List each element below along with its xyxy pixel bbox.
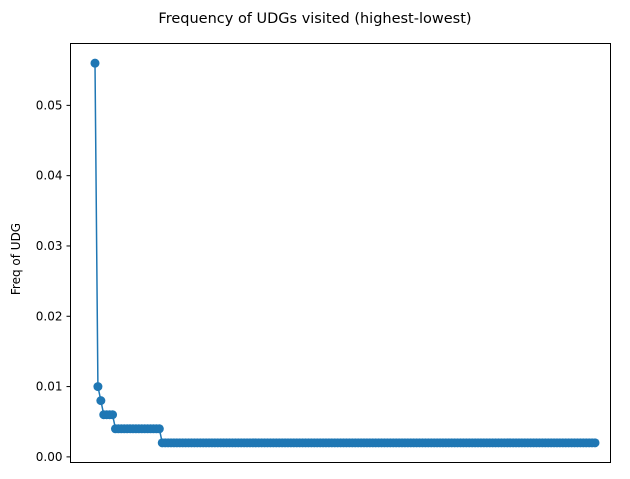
data-point — [590, 438, 600, 448]
y-tick-label: 0.00 — [36, 450, 63, 464]
data-point — [154, 424, 164, 434]
y-axis-ticks: 0.00 0.01 0.02 0.03 0.04 0.05 — [36, 98, 71, 464]
data-point — [93, 382, 103, 392]
chart-title: Frequency of UDGs visited (highest-lowes… — [158, 11, 471, 27]
plot-area-frame — [70, 43, 611, 463]
y-tick-label: 0.02 — [36, 309, 63, 323]
series-line — [94, 63, 595, 444]
data-point — [90, 58, 100, 68]
plot-series — [90, 58, 600, 448]
y-tick-label: 0.04 — [36, 169, 63, 183]
data-point — [96, 396, 106, 406]
data-point — [108, 410, 118, 420]
y-axis-label: Freq of UDG — [9, 223, 23, 295]
y-tick-label: 0.03 — [36, 239, 63, 253]
y-tick-label: 0.01 — [36, 380, 63, 394]
y-tick-label: 0.05 — [36, 98, 63, 112]
